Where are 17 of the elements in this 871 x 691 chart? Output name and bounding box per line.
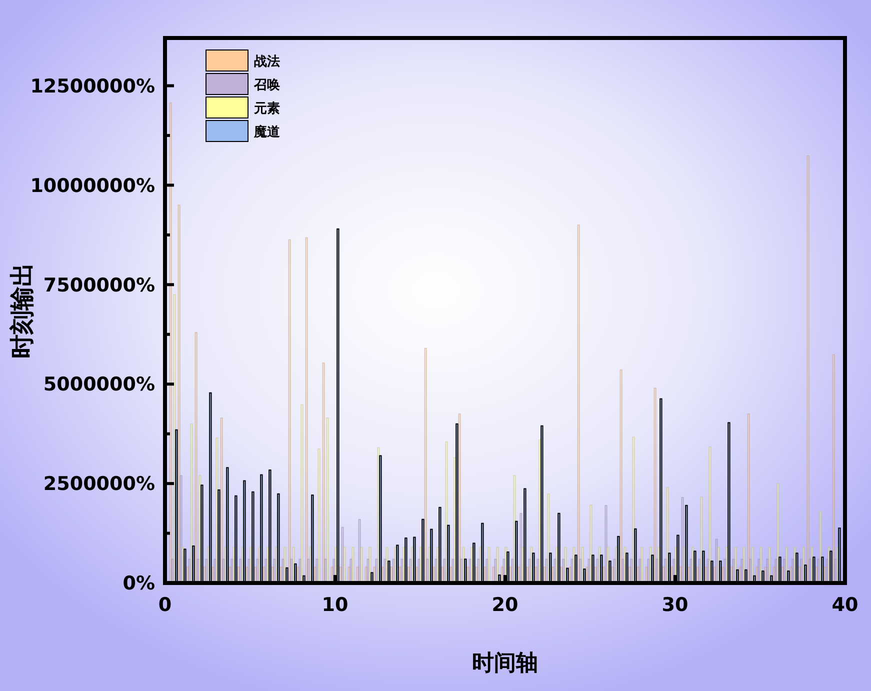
y-tick-label: 5000000% — [43, 374, 155, 396]
legend-label: 召唤 — [253, 78, 280, 94]
y-axis-title: 时刻输出 — [8, 262, 36, 358]
y-tick-label: 0% — [122, 572, 155, 595]
x-tick-label: 30 — [662, 594, 688, 616]
x-tick-label: 40 — [832, 594, 858, 616]
x-tick-label: 0 — [158, 594, 172, 616]
y-tick-label: 2500000% — [43, 473, 155, 496]
x-tick-label: 20 — [492, 594, 518, 616]
y-tick-label: 10000000% — [30, 174, 155, 197]
x-axis-title: 时间轴 — [472, 651, 538, 676]
legend-label: 元素 — [253, 100, 280, 117]
legend-label: 魔道 — [253, 124, 281, 140]
x-tick-label: 10 — [322, 594, 348, 616]
y-tick-label: 12500000% — [30, 75, 155, 98]
legend-label: 战法 — [254, 54, 280, 70]
y-tick-label: 7500000% — [43, 274, 155, 296]
